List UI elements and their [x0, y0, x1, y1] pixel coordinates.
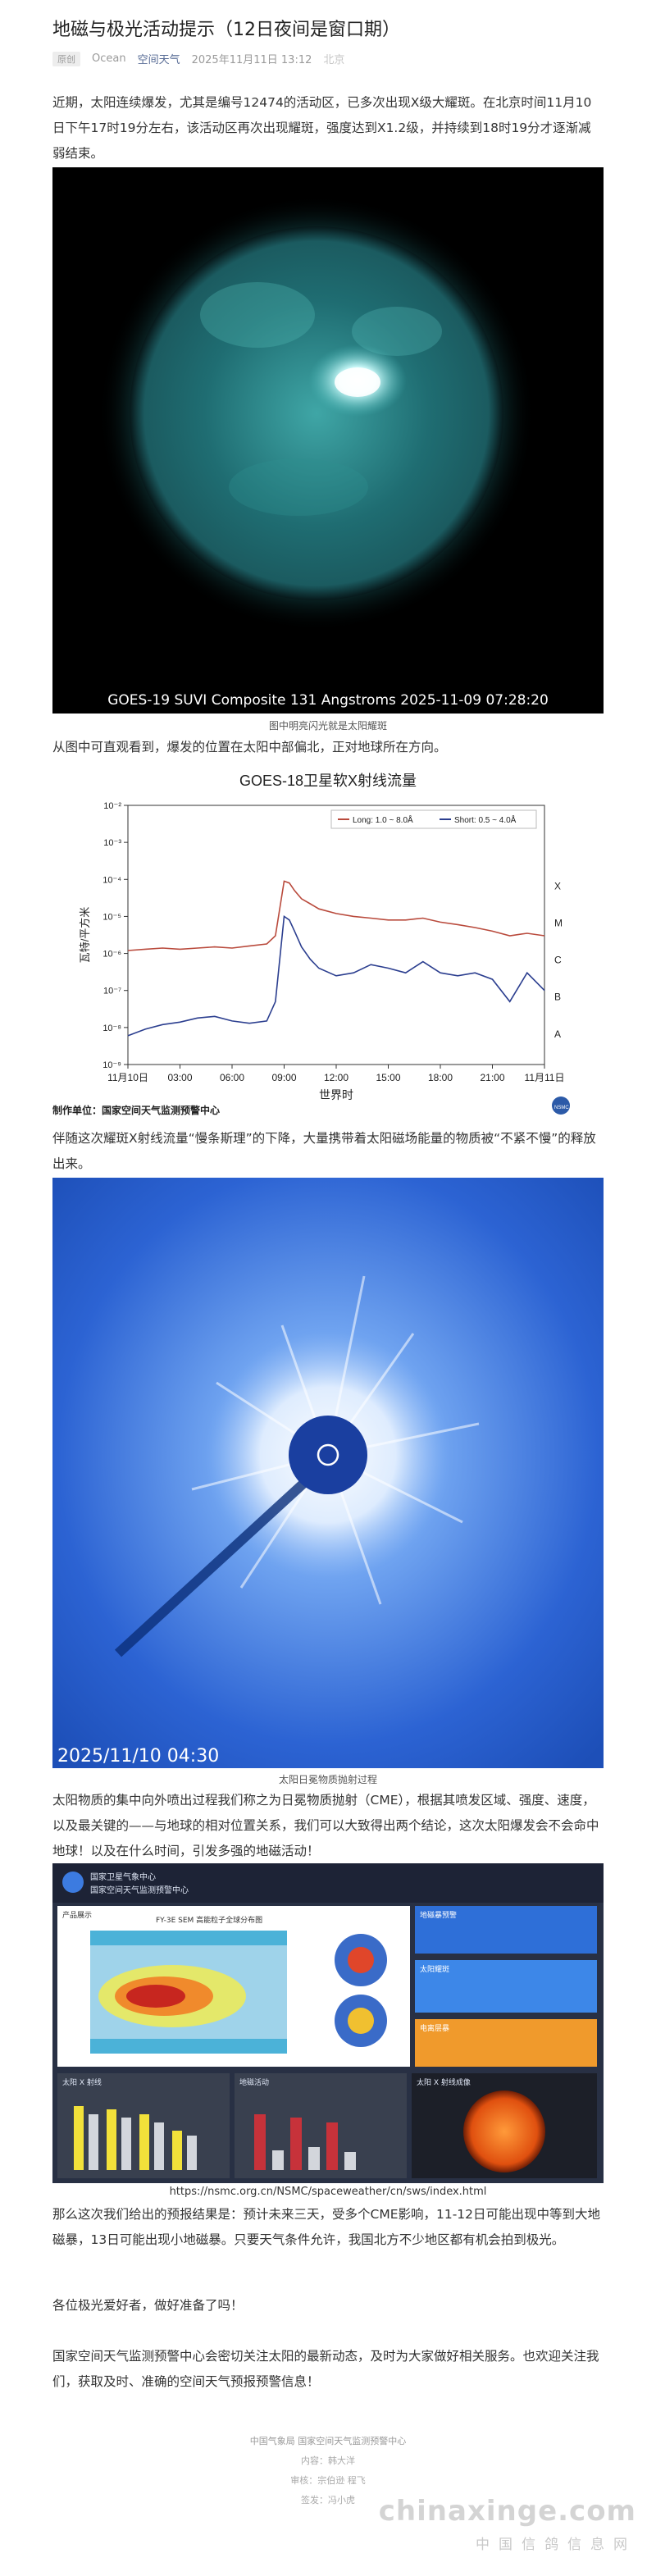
side-box-geomagnetic: 地磁暴预警: [415, 1906, 597, 1954]
geomag-bar-panel: 地磁活动: [235, 2073, 407, 2178]
cme-coronagraph-graphic: [52, 1178, 604, 1768]
side-box-2-title: 太阳耀斑: [420, 1966, 450, 1974]
particle-map-panel: 产品展示 FY-3E SEM 高能粒子全球分布图: [57, 1906, 410, 2067]
side-box-ionosphere: 电离层暴: [415, 2019, 597, 2067]
dashboard-header-line2: 国家空间天气监测预警中心: [90, 1886, 189, 1895]
paragraph-forecast: 那么这次我们给出的预报结果是：预计未来三天，受多个CME影响，11-12日可能出…: [52, 2207, 601, 2247]
paragraph-follow-us: 国家空间天气监测预警中心会密切关注太阳的最新动态，及时为大家做好相关服务。也欢迎…: [52, 2349, 599, 2389]
original-badge: 原创: [52, 51, 80, 66]
chart-title: GOES-18卫星软X射线流量: [239, 773, 417, 789]
dashboard-url-caption[interactable]: https://nsmc.org.cn/NSMC/spaceweather/cn…: [169, 2186, 487, 2198]
footer-publish-value: 冯小虎: [328, 2495, 355, 2505]
y-tick-label: 10⁻⁴: [102, 875, 121, 885]
side-box-3-title: 电离层暴: [420, 2025, 450, 2033]
series-line-long: [127, 880, 545, 951]
x-tick-label: 15:00: [376, 1072, 400, 1083]
sun-xray-graphic: [463, 2090, 545, 2173]
footer-content-credit: 内容：韩大洋: [0, 2454, 656, 2467]
y-tick-label: 10⁻⁶: [102, 950, 121, 960]
paragraph-intro: 近期，太阳连续爆发，尤其是编号12474的活动区，已多次出现X级大耀斑。在北京时…: [52, 95, 592, 161]
suvi-caption: 图中明亮闪光就是太阳耀斑: [268, 720, 387, 732]
side-box-flare: 太阳耀斑: [415, 1960, 597, 2013]
y-tick-label: 10⁻⁸: [102, 1024, 121, 1033]
xray-flux-svg: GOES-18卫星软X射线流量 10⁻² 10⁻³ 10⁻⁴ 10⁻⁵ 10⁻⁶ 10⁻⁷ 1…: [52, 773, 570, 1116]
footer-publish-label: 签发：: [301, 2495, 328, 2505]
flare-class-label-a: A: [554, 1028, 561, 1040]
y-tick-label: 10⁻³: [103, 838, 121, 848]
footer-content-label: 内容：: [301, 2455, 328, 2466]
y-axis-label: 瓦特/平方米: [79, 907, 91, 964]
flare-class-label-c: C: [554, 955, 562, 966]
bar-panel-1-title: 太阳 X 射线: [62, 2079, 102, 2087]
flare-class-label-x: X: [554, 880, 561, 891]
suvi-image-label: GOES-19 SUVI Composite 131 Angstroms 202…: [107, 692, 549, 709]
paragraph-cme: 太阳物质的集中向外喷出过程我们称之为日冕物质抛射（CME），根据其喷发区域、强度…: [52, 1793, 599, 1858]
x-axis-label: 世界时: [319, 1088, 353, 1101]
article-title: 地磁与极光活动提示（12日夜间是窗口期）: [52, 20, 400, 40]
x-tick-label: 11月10日: [107, 1072, 148, 1083]
legend-label: Short: 0.5 ~ 4.0Å: [454, 814, 517, 825]
nsmc-dashboard-image: 国家卫星气象中心 国家空间天气监测预警中心 产品展示 FY-3E SEM 高能粒…: [52, 1863, 604, 2183]
y-tick-label: 10⁻⁵: [102, 912, 121, 922]
polar-maps-graphic: [335, 1934, 387, 2047]
sun-xray-panel: 太阳 X 射线成像: [412, 2073, 597, 2178]
suvi-sun-graphic: [98, 195, 535, 631]
footer-review-value: 宗伯逊 程飞: [317, 2475, 366, 2486]
xray-bar-panel: 太阳 X 射线: [57, 2073, 230, 2178]
footer-review-label: 审核：: [290, 2475, 318, 2486]
x-tick-label: 12:00: [324, 1072, 348, 1083]
legend-box: [330, 809, 537, 829]
paragraph-flare-location: 从图中可直观看到，爆发的位置在太阳中部偏北，正对地球所在方向。: [52, 740, 447, 755]
xray-bar-graphic: [74, 2106, 197, 2170]
panel-left-label: 产品展示: [62, 1912, 93, 1920]
publish-location: 北京: [323, 54, 345, 66]
side-box-1-title: 地磁暴预警: [420, 1912, 458, 1920]
x-tick-label: 09:00: [271, 1072, 296, 1083]
sun-panel-title: 太阳 X 射线成像: [417, 2079, 471, 2087]
y-tick-label: 10⁻²: [103, 801, 121, 811]
particle-map-title: FY-3E SEM 高能粒子全球分布图: [156, 1917, 263, 1925]
x-tick-label: 21:00: [480, 1072, 504, 1083]
dashboard-header-line1: 国家卫星气象中心: [90, 1873, 156, 1882]
footer-review-credit: 审核：宗伯逊 程飞: [0, 2473, 656, 2487]
site-watermark: chinaxinge.com 中国信鸽信息网: [379, 2495, 636, 2553]
footer-org: 中国气象局 国家空间天气监测预警中心: [249, 2436, 407, 2446]
y-tick-label: 10⁻⁷: [103, 987, 121, 996]
legend-label: Long: 1.0 ~ 8.0Å: [353, 814, 413, 825]
footer-content-value: 韩大洋: [328, 2455, 355, 2466]
xray-flux-chart: GOES-18卫星软X射线流量 10⁻² 10⁻³ 10⁻⁴ 10⁻⁵ 10⁻⁶ 10⁻⁷ 1…: [52, 761, 604, 1122]
cme-caption: 太阳日冕物质抛射过程: [278, 1774, 377, 1785]
footer-publish-credit: 签发：冯小虎: [0, 2493, 656, 2506]
x-tick-label: 06:00: [220, 1072, 244, 1083]
x-tick-label: 18:00: [428, 1072, 453, 1083]
bar-panel-2-title: 地磁活动: [239, 2079, 270, 2087]
y-tick-label: 10⁻⁹: [102, 1060, 121, 1070]
cme-coronagraph-image: 2025/11/10 04:30: [52, 1178, 604, 1768]
flare-class-label-m: M: [554, 917, 563, 928]
paragraph-aurora-fans: 各位极光爱好者，做好准备了吗！: [52, 2298, 244, 2313]
nsmc-logo-text: NSMC: [554, 1106, 569, 1110]
suvi-sun-image: GOES-19 SUVI Composite 131 Angstroms 202…: [52, 167, 604, 714]
watermark-name: 中国信鸽信息网: [476, 2537, 636, 2553]
author-name: Ocean: [92, 52, 126, 65]
chart-producer-label: 制作单位：国家空间天气监测预警中心: [52, 1104, 220, 1116]
series-line-short: [127, 914, 545, 1037]
flare-class-label-b: B: [554, 992, 561, 1003]
dashboard-header: 国家卫星气象中心 国家空间天气监测预警中心: [52, 1863, 604, 1903]
account-link[interactable]: 空间天气: [137, 54, 180, 66]
particle-map-graphic: [90, 1931, 287, 2054]
paragraph-flux-decline: 伴随这次耀斑X射线流量“慢条斯理”的下降，大量携带着太阳磁场能量的物质被“不紧不…: [52, 1131, 596, 1171]
plot-frame: [127, 805, 545, 1065]
dashboard-logo-icon: [62, 1872, 84, 1893]
nsmc-logo-icon: [552, 1097, 570, 1115]
x-tick-label: 03:00: [167, 1072, 192, 1083]
publish-datetime: 2025年11月11日 13:12: [191, 54, 312, 66]
x-tick-label: 11月11日: [525, 1072, 565, 1083]
geomag-bar-graphic: [254, 2114, 356, 2170]
cme-image-timestamp: 2025/11/10 04:30: [57, 1746, 220, 1767]
watermark-domain: chinaxinge.com: [378, 2495, 636, 2528]
article-meta: 原创 Ocean 空间天气 2025年11月11日 13:12 北京: [52, 51, 344, 66]
